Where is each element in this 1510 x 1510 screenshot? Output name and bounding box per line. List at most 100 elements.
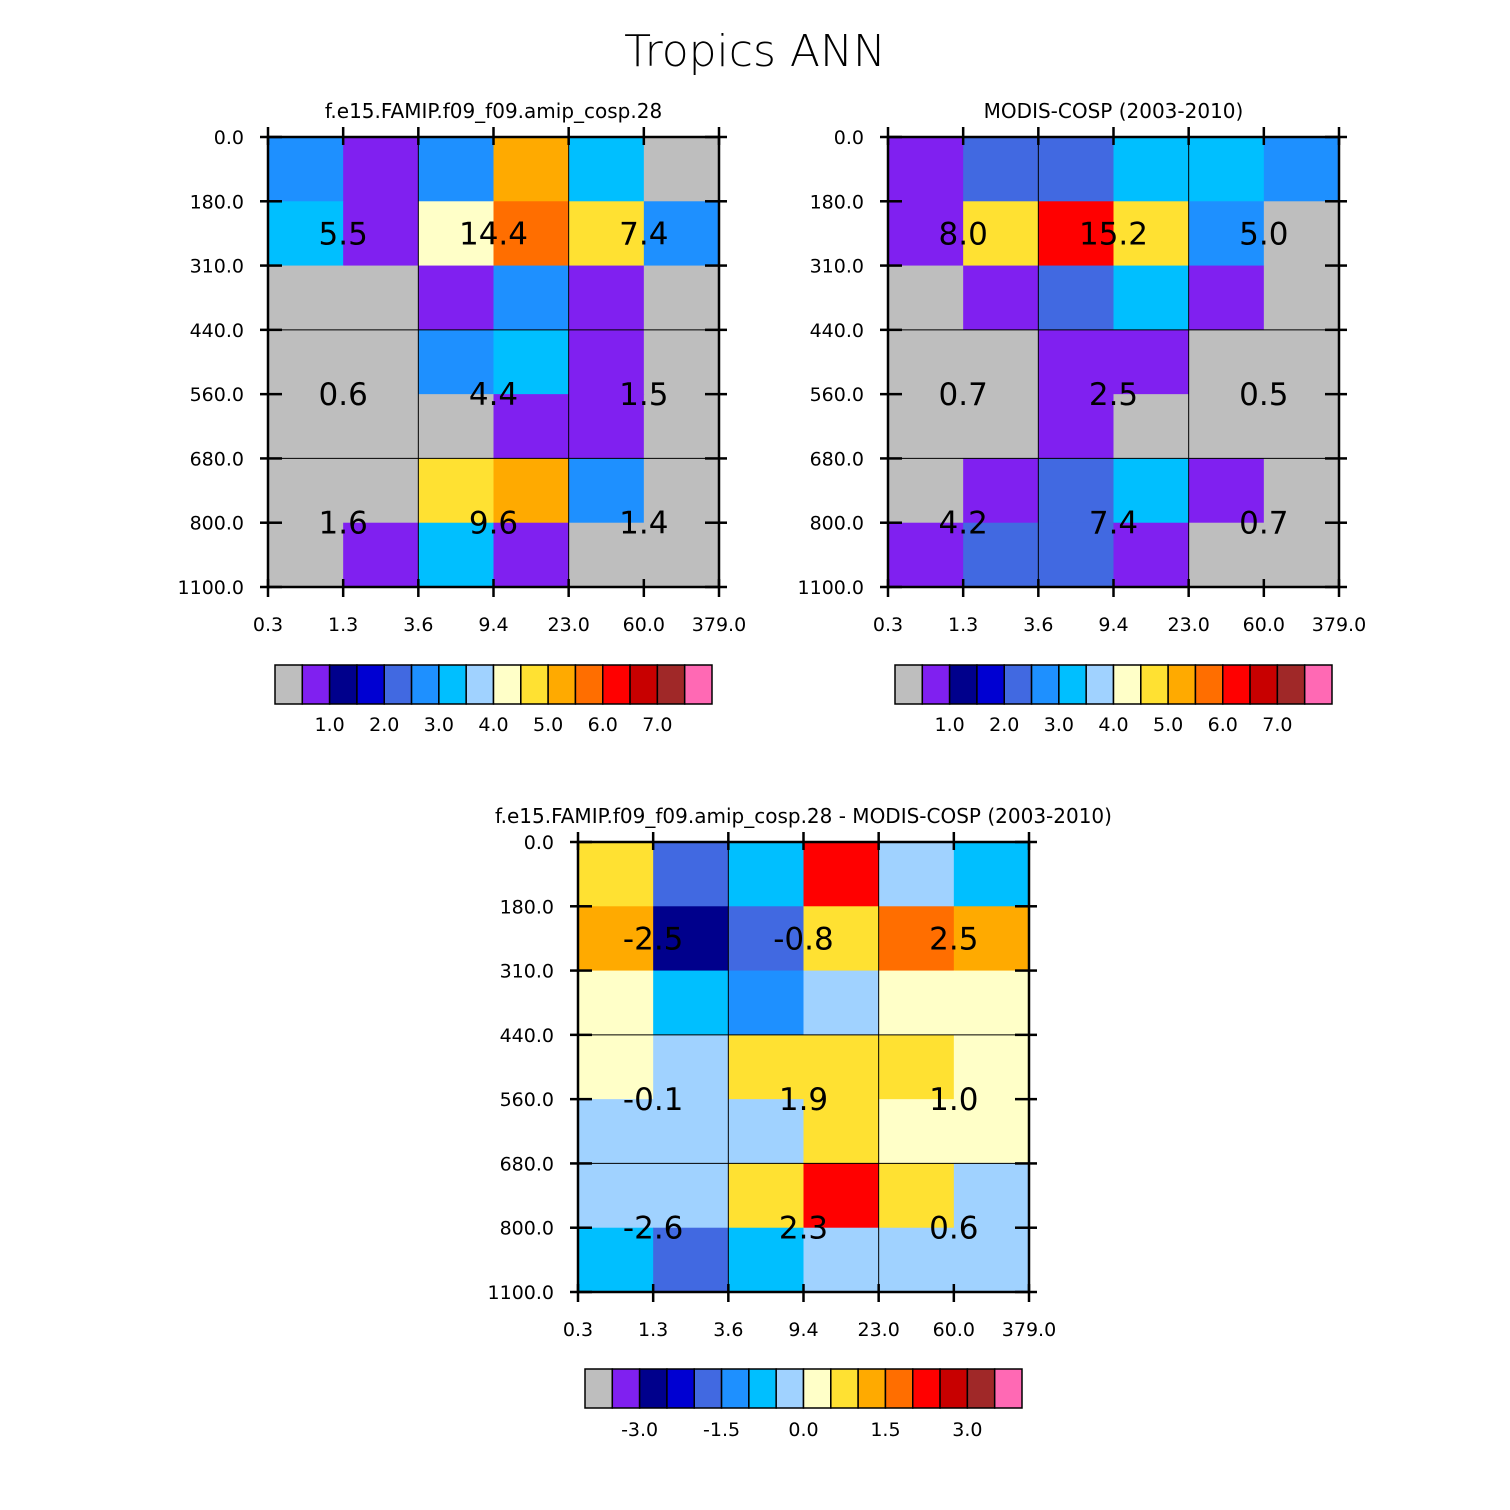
heatmap-cell bbox=[268, 522, 344, 588]
y-tick-label: 680.0 bbox=[810, 448, 864, 470]
block-value-label: 0.6 bbox=[929, 1211, 978, 1247]
y-tick-label: 0.0 bbox=[524, 832, 554, 854]
heatmap-cell bbox=[953, 906, 1030, 972]
colorbar-swatch bbox=[1222, 664, 1251, 705]
heatmap-cell bbox=[1263, 329, 1340, 395]
heatmap-cell bbox=[1113, 329, 1190, 395]
x-tick-label: 23.0 bbox=[1168, 614, 1210, 636]
heatmap-cell bbox=[878, 970, 955, 1036]
block-value-label: 0.5 bbox=[1239, 377, 1288, 413]
block-value-label: 1.4 bbox=[619, 506, 668, 542]
heatmap-cell bbox=[1038, 201, 1115, 267]
heatmap-cell bbox=[803, 1034, 880, 1100]
y-tick-label: 310.0 bbox=[500, 961, 554, 983]
heatmap-cell bbox=[1038, 458, 1115, 524]
colorbar-swatch bbox=[584, 1368, 614, 1409]
colorbar-swatch bbox=[857, 1368, 887, 1409]
block-value-label: -2.6 bbox=[623, 1211, 684, 1247]
heatmap-cell bbox=[643, 458, 720, 524]
x-tick-label: 379.0 bbox=[1002, 1319, 1056, 1341]
y-tick-label: 440.0 bbox=[500, 1025, 554, 1047]
x-tick-label: 9.4 bbox=[1098, 614, 1128, 636]
heatmap-cell bbox=[803, 970, 880, 1036]
colorbar-swatch bbox=[520, 664, 549, 705]
heatmap-cell bbox=[653, 1034, 729, 1100]
heatmap-cell bbox=[343, 522, 419, 588]
heatmap-cell bbox=[643, 137, 720, 202]
block-value-label: 7.4 bbox=[1089, 506, 1138, 542]
colorbar-swatch bbox=[720, 1368, 750, 1409]
colorbar-label: 4.0 bbox=[478, 714, 508, 736]
colorbar-label: -3.0 bbox=[621, 1419, 658, 1441]
colorbar-label: -1.5 bbox=[703, 1419, 740, 1441]
panel-title: f.e15.FAMIP.f09_f09.amip_cosp.28 - MODIS… bbox=[495, 804, 1112, 828]
colorbar-swatch bbox=[912, 1368, 941, 1409]
heatmap-cell bbox=[953, 970, 1030, 1036]
colorbar-label: 0.0 bbox=[788, 1419, 818, 1441]
heatmap-cell bbox=[1263, 458, 1340, 524]
colorbar-swatch bbox=[492, 664, 522, 705]
block-value-label: -0.1 bbox=[623, 1082, 684, 1118]
heatmap-cell bbox=[1263, 201, 1340, 267]
y-tick-label: 560.0 bbox=[190, 384, 244, 406]
heatmap-cell bbox=[1263, 522, 1340, 588]
y-tick-label: 1100.0 bbox=[488, 1282, 554, 1304]
heatmap-cell bbox=[653, 1163, 729, 1229]
colorbar-swatch bbox=[830, 1368, 859, 1409]
heatmap-cell bbox=[418, 329, 495, 395]
colorbar-swatch bbox=[1167, 664, 1197, 705]
diff-panel: f.e15.FAMIP.f09_f09.amip_cosp.28 - MODIS… bbox=[488, 804, 1112, 1441]
heatmap-cell bbox=[1113, 137, 1190, 202]
heatmap-cell bbox=[343, 458, 419, 524]
block-value-label: 2.3 bbox=[779, 1211, 828, 1247]
heatmap-cell bbox=[643, 201, 720, 267]
y-tick-label: 180.0 bbox=[500, 896, 554, 918]
heatmap-cell bbox=[493, 265, 570, 331]
heatmap-cell bbox=[653, 970, 729, 1036]
heatmap-cell bbox=[1188, 522, 1265, 588]
heatmap-cell bbox=[268, 329, 344, 395]
panel-title: MODIS-COSP (2003-2010) bbox=[984, 99, 1244, 123]
heatmap-cell bbox=[1038, 265, 1115, 331]
x-tick-label: 379.0 bbox=[1312, 614, 1366, 636]
block-value-label: 1.5 bbox=[619, 377, 668, 413]
x-tick-label: 1.3 bbox=[948, 614, 978, 636]
heatmap-cell bbox=[268, 137, 344, 202]
block-value-label: 7.4 bbox=[619, 216, 668, 252]
block-value-label: 9.6 bbox=[469, 506, 518, 542]
y-tick-label: 1100.0 bbox=[178, 577, 244, 599]
heatmap-cell bbox=[1038, 522, 1115, 588]
colorbar-swatch bbox=[1303, 664, 1333, 705]
colorbar-swatch bbox=[1276, 664, 1306, 705]
colorbar-swatch bbox=[656, 664, 686, 705]
heatmap-cell bbox=[493, 394, 570, 460]
colorbar-swatch bbox=[921, 664, 951, 705]
heatmap-cell bbox=[878, 1163, 955, 1229]
colorbar-label: 7.0 bbox=[642, 714, 672, 736]
colorbar-label: 2.0 bbox=[369, 714, 399, 736]
colorbar-swatch bbox=[638, 1368, 668, 1409]
heatmap-cell bbox=[1188, 137, 1265, 202]
heatmap-cell bbox=[653, 906, 729, 972]
colorbar-label: 5.0 bbox=[1153, 714, 1183, 736]
colorbar-swatch bbox=[1140, 664, 1169, 705]
heatmap-cell bbox=[653, 842, 729, 907]
heatmap-cell bbox=[418, 265, 495, 331]
colorbar-label: 5.0 bbox=[533, 714, 563, 736]
figure-title: Tropics ANN bbox=[624, 26, 886, 77]
colorbar-swatch bbox=[356, 664, 385, 705]
heatmap-cell bbox=[418, 522, 495, 588]
block-value-label: 2.5 bbox=[1089, 377, 1138, 413]
heatmap-cell bbox=[963, 329, 1039, 395]
heatmap-cell bbox=[568, 137, 645, 202]
heatmap-cell bbox=[963, 137, 1039, 202]
x-tick-label: 1.3 bbox=[638, 1319, 668, 1341]
y-tick-label: 800.0 bbox=[810, 513, 864, 535]
heatmap-cell bbox=[1113, 522, 1190, 588]
heatmap-cell bbox=[803, 842, 880, 907]
colorbar-label: 6.0 bbox=[588, 714, 618, 736]
heatmap-cell bbox=[878, 1227, 955, 1293]
heatmap-cell bbox=[888, 394, 964, 460]
y-tick-label: 180.0 bbox=[190, 191, 244, 213]
